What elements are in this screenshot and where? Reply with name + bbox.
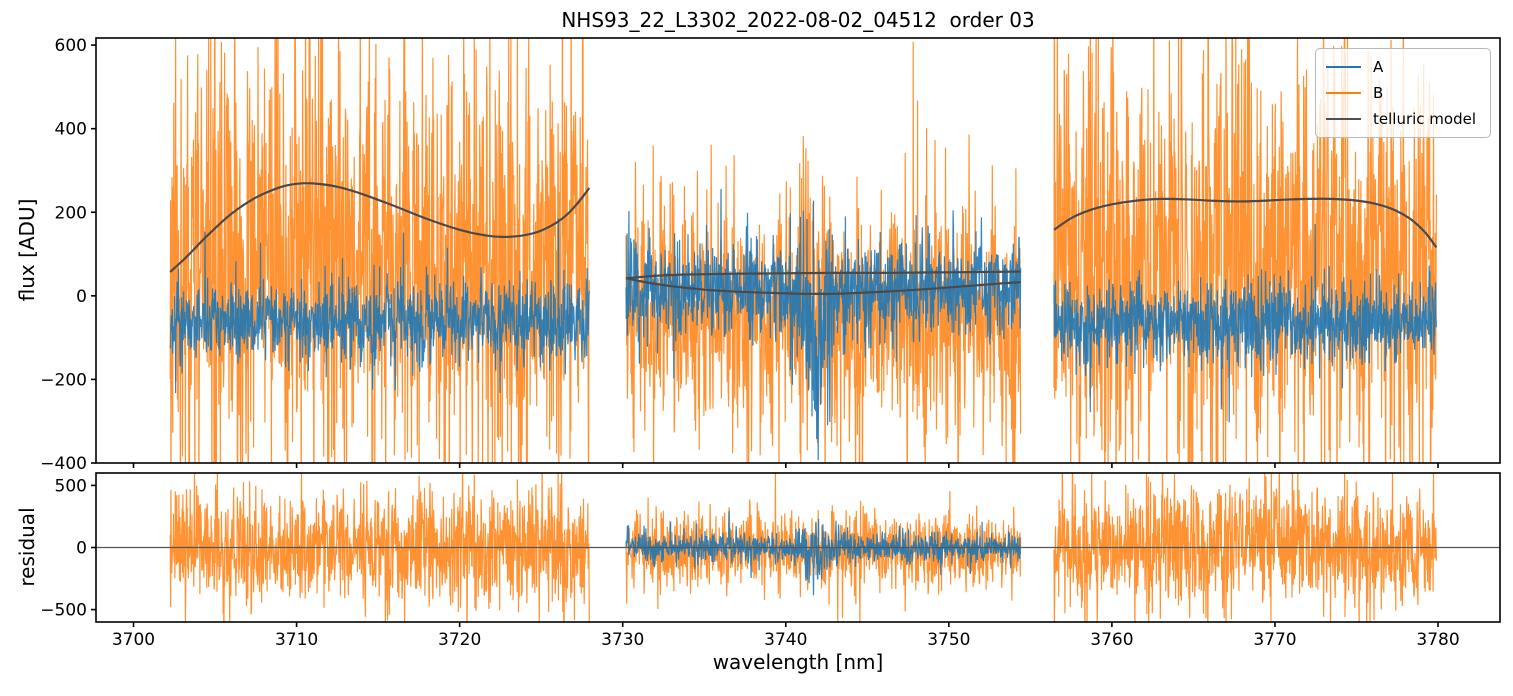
y-tick-label: 200 (55, 203, 87, 223)
y-tick-label: −400 (40, 454, 87, 474)
y-tick-label: 0 (76, 287, 87, 307)
residual-axis-label: residual (15, 507, 39, 587)
residual-series-group (96, 473, 1500, 622)
legend-entry-b: B (1316, 80, 1490, 106)
flux-series-group (169, 38, 1438, 463)
y-tick-label: 400 (55, 120, 87, 140)
y-tick-label: −500 (40, 601, 87, 621)
legend: A B telluric model (1315, 48, 1491, 138)
legend-entry-telluric-model: telluric model (1316, 106, 1490, 132)
x-tick-label: 3770 (1253, 630, 1296, 650)
flux-axis-label: flux [ADU] (15, 198, 39, 302)
series-a-residual-line (625, 511, 1022, 596)
x-axis-label: wavelength [nm] (712, 650, 884, 674)
y-tick-label: −200 (40, 370, 87, 390)
x-tick-label: 3780 (1416, 630, 1459, 650)
x-tick-label: 3750 (927, 630, 970, 650)
x-tick-label: 3710 (275, 630, 318, 650)
x-tick-label: 3760 (1090, 630, 1133, 650)
y-tick-label: 600 (55, 36, 87, 56)
figure-title: NHS93_22_L3302_2022-08-02_04512 order 03 (561, 8, 1035, 32)
series-b-residual-line (169, 473, 590, 622)
legend-label-b: B (1373, 84, 1384, 102)
legend-label-a: A (1373, 58, 1384, 76)
telluric-model-line-icon (1326, 118, 1361, 120)
series-b-line (1053, 38, 1437, 463)
flux-panel-frame (95, 37, 1501, 464)
series-a-line (1053, 224, 1437, 423)
series-b-line-icon (1326, 92, 1361, 94)
telluric-model-line (625, 277, 1021, 296)
legend-entry-a: A (1316, 54, 1490, 80)
series-b-residual-line (1053, 473, 1437, 622)
series-a-line (625, 188, 1022, 461)
x-tick-label: 3700 (112, 630, 155, 650)
series-a-line (169, 218, 590, 394)
x-tick-label: 3730 (601, 630, 644, 650)
telluric-model-line (1053, 197, 1438, 249)
legend-label-telluric-model: telluric model (1373, 110, 1477, 128)
x-tick-label: 3740 (764, 630, 807, 650)
x-tick-label: 3720 (438, 630, 481, 650)
series-a-line-icon (1326, 66, 1361, 68)
y-tick-label: 500 (55, 476, 87, 496)
telluric-model-line (625, 270, 1021, 280)
y-tick-label: 0 (76, 539, 87, 559)
telluric-model-line (169, 182, 591, 273)
